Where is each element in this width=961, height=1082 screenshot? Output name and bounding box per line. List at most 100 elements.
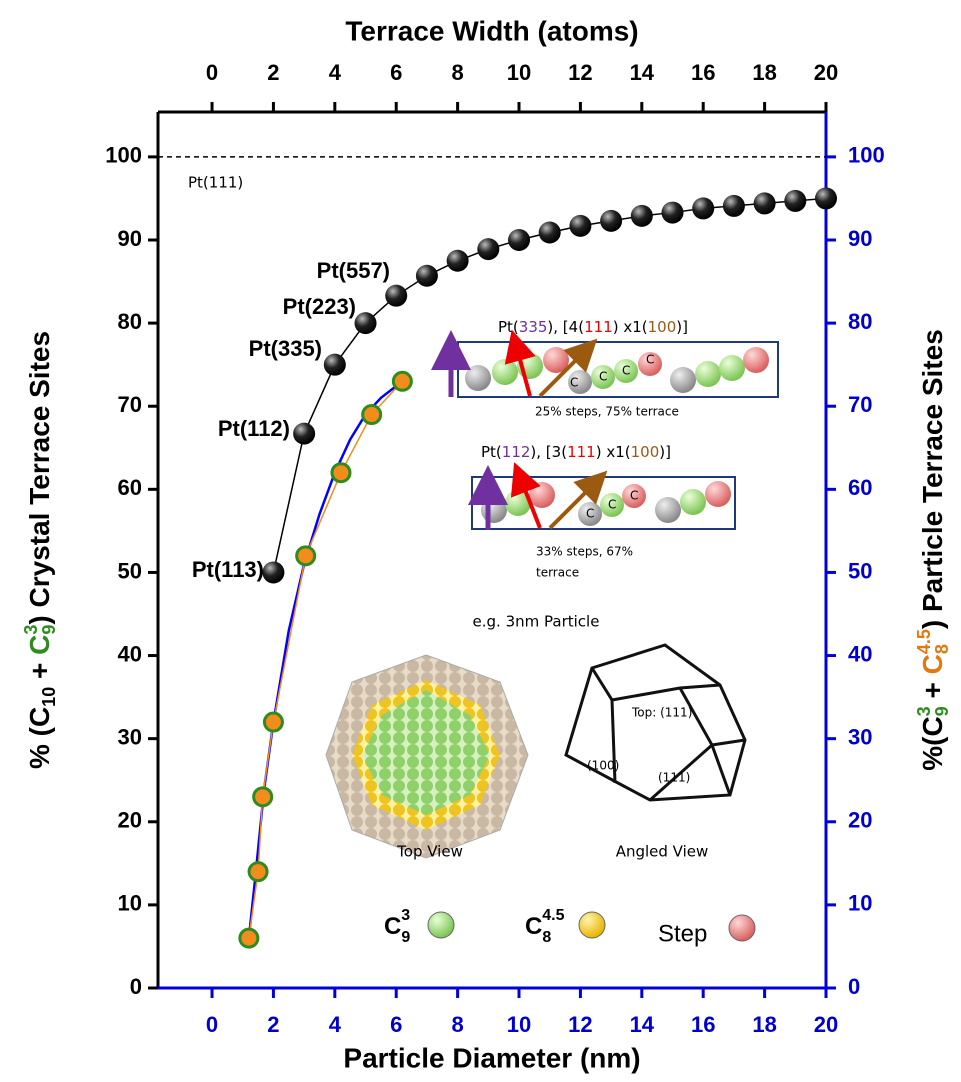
title-part: 100 xyxy=(648,318,677,336)
legend-swatch xyxy=(579,912,605,938)
x2-tick-label: 20 xyxy=(814,60,838,85)
point xyxy=(355,312,377,334)
x-tick-label: 8 xyxy=(451,1012,463,1037)
atom xyxy=(705,481,731,507)
atom xyxy=(492,359,518,385)
chart: 0246810121416182002468101214161820010203… xyxy=(0,0,961,1082)
legend-swatch xyxy=(729,915,755,941)
view-label: Angled View xyxy=(616,843,709,861)
y-tick-label: 10 xyxy=(118,891,142,916)
x-tick-label: 6 xyxy=(390,1012,402,1037)
title-part: 8 xyxy=(932,644,952,654)
point xyxy=(393,372,411,390)
title-part: 9 xyxy=(932,706,952,716)
title-part: 111 xyxy=(584,318,613,336)
y2-tick-label: 0 xyxy=(848,974,860,999)
annotation: Pt(335) xyxy=(249,336,322,361)
title-part: + xyxy=(24,655,55,687)
x-axis-title: Particle Diameter (nm) xyxy=(343,1042,640,1073)
x2-tick-label: 4 xyxy=(329,60,342,85)
x-tick-label: 16 xyxy=(691,1012,715,1037)
title-part: )] xyxy=(676,318,688,336)
inset-caption: terrace xyxy=(536,566,579,580)
title-part: ), [4( xyxy=(547,318,584,336)
y2-tick-label: 50 xyxy=(848,558,872,583)
inset-title: Pt(112), [3(111) x1(100)] xyxy=(481,443,671,461)
y-tick-label: 100 xyxy=(105,143,142,168)
annotation: Pt(223) xyxy=(283,294,356,319)
point xyxy=(539,222,561,244)
title-part: 112 xyxy=(502,443,531,461)
atom xyxy=(481,497,507,523)
point xyxy=(416,265,438,287)
legend-part: 3 xyxy=(401,907,410,924)
atom xyxy=(465,365,491,391)
inset-1: Pt(335), [4(111) x1(100)] C C C C 25% st… xyxy=(451,318,778,419)
x2-tick-label: 10 xyxy=(507,60,531,85)
atom xyxy=(670,367,696,393)
y-axis-title: % (C10 + C93) Crystal Terrace Sites xyxy=(21,331,59,769)
point xyxy=(254,788,272,806)
x-tick-label: 12 xyxy=(568,1012,592,1037)
atom xyxy=(655,497,681,523)
title-part: %(C xyxy=(917,716,948,770)
point xyxy=(569,215,591,237)
x2-tick-label: 18 xyxy=(752,60,776,85)
y2-tick-label: 90 xyxy=(848,226,872,251)
title-part: 100 xyxy=(631,443,660,461)
legend-part: 4.5 xyxy=(542,907,564,924)
inset-title: Pt(335), [4(111) x1(100)] xyxy=(498,318,688,336)
point xyxy=(240,929,258,947)
x-tick-label: 4 xyxy=(329,1012,342,1037)
y-tick-label: 40 xyxy=(118,641,142,666)
y-tick-label: 50 xyxy=(118,558,142,583)
point xyxy=(600,210,622,232)
annotation: Pt(112) xyxy=(218,416,290,441)
y2-tick-label: 10 xyxy=(848,891,872,916)
y-tick-label: 30 xyxy=(118,724,142,749)
fit-line xyxy=(249,381,402,938)
atom xyxy=(719,355,745,381)
point xyxy=(477,238,499,260)
point xyxy=(447,250,469,272)
title-part: + xyxy=(917,674,948,706)
y-tick-label: 90 xyxy=(118,226,142,251)
y-tick-label: 20 xyxy=(118,808,142,833)
legend-swatch xyxy=(428,912,454,938)
y-tick-label: 70 xyxy=(118,392,142,417)
x2-tick-label: 0 xyxy=(206,60,218,85)
y2-tick-label: 70 xyxy=(848,392,872,417)
title-part: 3 xyxy=(21,625,41,635)
title-part: 111 xyxy=(567,443,596,461)
inset-caption: 25% steps, 75% terrace xyxy=(535,405,679,419)
title-part: 335 xyxy=(519,318,548,336)
title-part: ) Particle Terrace Sites xyxy=(917,329,948,629)
legend-part: C xyxy=(525,913,542,940)
title-part: ), [3( xyxy=(530,443,567,461)
title-part: 3 xyxy=(914,706,934,716)
title-part: Pt( xyxy=(481,443,502,461)
x2-tick-label: 8 xyxy=(451,60,463,85)
atom-label: C xyxy=(586,507,594,521)
legend-part: 9 xyxy=(401,929,410,946)
annotation: Pt(557) xyxy=(317,258,390,283)
point xyxy=(324,354,346,376)
atom-label: C xyxy=(622,364,630,378)
x-tick-label: 18 xyxy=(752,1012,776,1037)
y2-tick-label: 30 xyxy=(848,724,872,749)
y2-tick-label: 40 xyxy=(848,641,872,666)
point xyxy=(662,202,684,224)
point xyxy=(784,190,806,212)
point xyxy=(508,229,530,251)
x-tick-label: 20 xyxy=(814,1012,838,1037)
y2-tick-label: 100 xyxy=(848,143,885,168)
atom-label: C xyxy=(646,353,654,367)
title-part: 10 xyxy=(39,687,59,707)
y-tick-label: 0 xyxy=(130,974,142,999)
atom xyxy=(695,361,721,387)
face-label: (100) xyxy=(587,759,619,773)
page: {"chart_data": { "type": "line", "x_titl… xyxy=(0,0,961,1082)
point xyxy=(293,423,315,445)
point xyxy=(754,192,776,214)
